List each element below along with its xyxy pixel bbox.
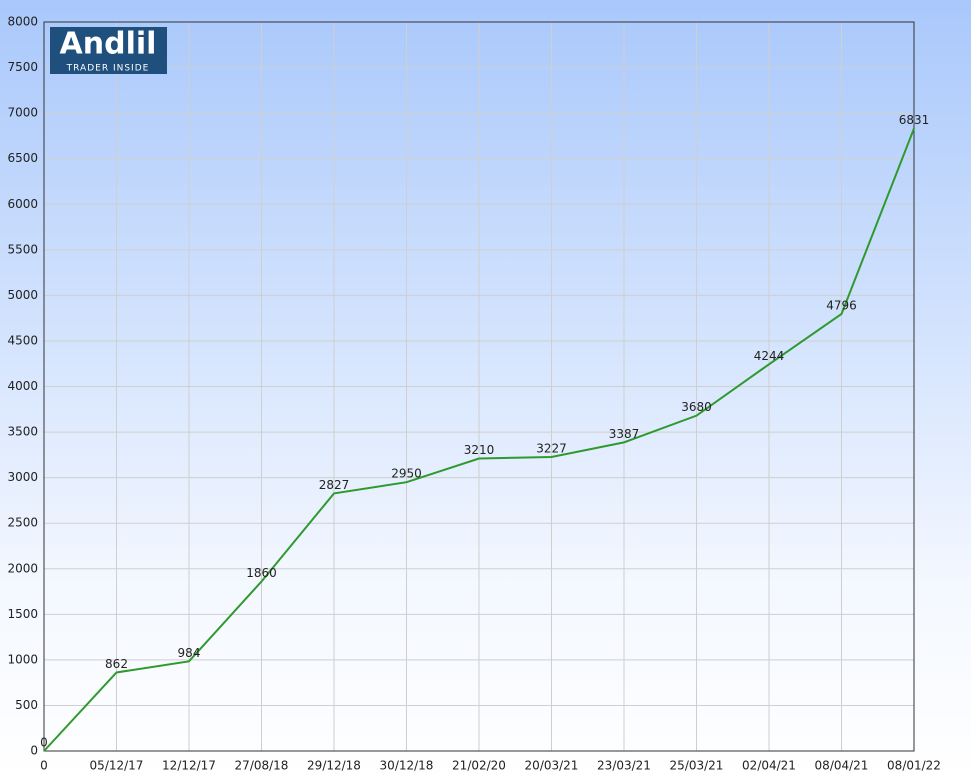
x-tick-label: 21/02/20 — [452, 759, 506, 773]
data-label: 4244 — [754, 349, 785, 363]
logo-tagline: TRADER INSIDE — [66, 64, 150, 74]
y-tick-label: 3500 — [7, 425, 38, 439]
x-tick-label: 30/12/18 — [380, 759, 434, 773]
y-tick-label: 8000 — [7, 15, 38, 29]
data-label: 3210 — [464, 443, 495, 457]
y-tick-label: 5500 — [7, 242, 38, 256]
y-tick-label: 6000 — [7, 197, 38, 211]
data-label: 862 — [105, 657, 128, 671]
x-tick-label: 25/03/21 — [670, 759, 724, 773]
x-tick-label: 20/03/21 — [525, 759, 579, 773]
data-label: 2950 — [391, 467, 422, 481]
y-tick-label: 1000 — [7, 652, 38, 666]
line — [43, 128, 915, 752]
data-label: 4796 — [826, 298, 857, 312]
y-tick-label: 6500 — [7, 151, 38, 165]
logo-box — [50, 27, 167, 74]
x-tick-label: 02/04/21 — [742, 759, 796, 773]
x-tick-label: 27/08/18 — [235, 759, 289, 773]
data-label: 2827 — [319, 478, 350, 492]
data-label: 1860 — [246, 566, 277, 580]
x-tick-label: 23/03/21 — [597, 759, 651, 773]
data-label: 3387 — [609, 427, 640, 441]
logo: Andlil TRADER INSIDE — [50, 27, 167, 74]
data-label: 6831 — [899, 113, 930, 127]
x-tick-label: 05/12/17 — [90, 759, 144, 773]
y-tick-label: 7000 — [7, 106, 38, 120]
data-label: 3680 — [681, 400, 712, 414]
plot-frame — [43, 21, 915, 752]
logo-name: Andlil — [60, 27, 157, 62]
y-tick-label: 500 — [15, 698, 38, 712]
data-label: 984 — [178, 646, 201, 660]
y-tick-label: 5000 — [7, 288, 38, 302]
x-tick-label: 08/04/21 — [815, 759, 869, 773]
y-tick-label: 0 — [30, 744, 38, 758]
x-tick-label: 29/12/18 — [307, 759, 361, 773]
data-label: 3227 — [536, 441, 567, 455]
x-tick-label: 0 — [40, 759, 48, 773]
y-tick-label: 4500 — [7, 333, 38, 347]
y-tick-label: 2000 — [7, 561, 38, 575]
x-tick-label: 12/12/17 — [162, 759, 216, 773]
y-tick-label: 7500 — [7, 60, 38, 74]
y-tick-label: 4000 — [7, 379, 38, 393]
data-label: 0 — [40, 736, 48, 750]
y-tick-label: 1500 — [7, 607, 38, 621]
x-tick-label: 08/01/22 — [887, 759, 941, 773]
y-tick-label: 3000 — [7, 470, 38, 484]
y-tick-label: 2500 — [7, 516, 38, 530]
